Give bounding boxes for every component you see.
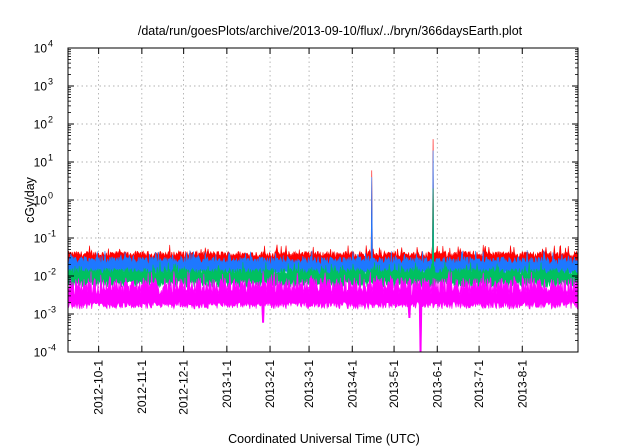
x-tick-label: 2013-3-1 (302, 360, 316, 408)
chart-title: /data/run/goesPlots/archive/2013-09-10/f… (138, 24, 523, 38)
y-tick-base: 10 (34, 308, 48, 322)
y-tick-base: 10 (34, 156, 48, 170)
y-tick-base: 10 (34, 42, 48, 56)
x-tick-label: 2013-4-1 (345, 360, 359, 408)
x-tick-label: 2013-8-1 (515, 360, 529, 408)
y-tick-exponent: -1 (48, 229, 56, 239)
x-tick-label: 2012-10-1 (92, 360, 106, 415)
series-layer (67, 139, 579, 353)
y-tick-base: 10 (34, 118, 48, 132)
y-tick-base: 10 (34, 232, 48, 246)
y-tick-exponent: -4 (48, 343, 56, 353)
y-tick-label: 10 -3 (34, 305, 56, 322)
x-tick-label: 2013-5-1 (387, 360, 401, 408)
x-tick-label: 2013-1-1 (220, 360, 234, 408)
x-axis-label: Coordinated Universal Time (UTC) (228, 432, 420, 446)
y-tick-label: 10 0 (34, 191, 53, 208)
y-tick-label: 10 3 (34, 77, 53, 94)
y-tick-base: 10 (34, 270, 48, 284)
y-tick-label: 10 -2 (34, 267, 56, 284)
x-tick-label: 2013-7-1 (472, 360, 486, 408)
y-tick-exponent: 2 (48, 115, 53, 125)
y-tick-label: 10 4 (34, 39, 53, 56)
y-tick-exponent: 1 (48, 153, 53, 163)
y-tick-label: 10 -4 (34, 343, 56, 360)
x-tick-label: 2012-12-1 (177, 360, 191, 415)
series-red (67, 139, 579, 272)
y-tick-exponent: 0 (48, 191, 53, 201)
y-tick-exponent: -3 (48, 305, 56, 315)
x-tick-label: 2013-2-1 (263, 360, 277, 408)
y-tick-exponent: 4 (48, 39, 53, 49)
y-tick-label: 10 1 (34, 153, 53, 170)
y-tick-label: 10 -1 (34, 229, 56, 246)
x-tick-label: 2012-11-1 (135, 360, 149, 414)
y-tick-label: 10 2 (34, 115, 53, 132)
y-tick-exponent: 3 (48, 77, 53, 87)
y-tick-exponent: -2 (48, 267, 56, 277)
x-tick-label: 2013-6-1 (430, 360, 444, 408)
y-axis-label: cGy/day (23, 176, 37, 223)
y-tick-base: 10 (34, 80, 48, 94)
y-tick-base: 10 (34, 346, 48, 360)
y-tick-base: 10 (34, 194, 48, 208)
